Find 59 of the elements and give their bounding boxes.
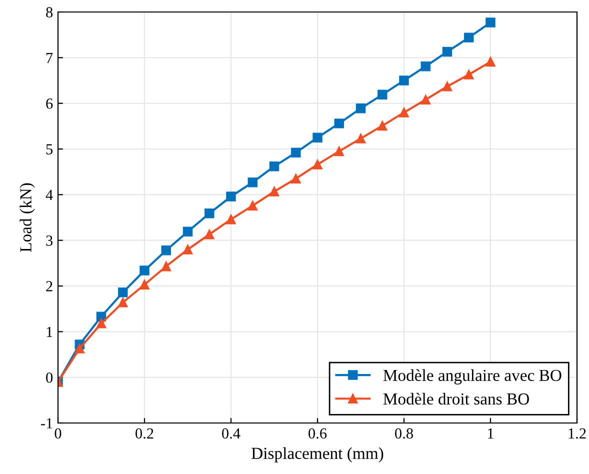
point xyxy=(442,46,452,57)
y-axis-title: Load (kN) xyxy=(20,183,35,252)
point xyxy=(248,177,258,188)
y-tick-label: 6 xyxy=(46,98,53,109)
point xyxy=(378,120,388,131)
point xyxy=(269,186,280,196)
x-axis-title: Displacement (mm) xyxy=(252,447,384,462)
y-tick-label: -1 xyxy=(40,418,52,428)
legend-label: Modèle angulaire avec BO xyxy=(383,369,562,384)
point xyxy=(161,262,171,272)
point xyxy=(118,298,128,308)
point xyxy=(399,76,409,86)
point xyxy=(74,344,84,354)
point xyxy=(291,148,301,158)
y-tick-label: 5 xyxy=(46,144,53,154)
point xyxy=(291,174,301,184)
point xyxy=(356,134,366,144)
point xyxy=(226,192,236,202)
point xyxy=(486,56,496,67)
y-tick-label: 2 xyxy=(46,281,52,292)
point xyxy=(96,318,106,328)
point xyxy=(464,32,474,42)
point xyxy=(140,266,150,276)
point xyxy=(204,230,214,240)
legend-label: Modèle droit sans BO xyxy=(383,392,529,405)
point xyxy=(312,160,322,170)
point xyxy=(356,103,366,114)
x-tick-label: 0.8 xyxy=(395,428,413,439)
point xyxy=(182,244,193,254)
y-tick-label: 1 xyxy=(46,326,52,337)
y-tick-label: 3 xyxy=(46,236,53,246)
point xyxy=(334,118,344,128)
y-tick-label: 8 xyxy=(46,7,53,18)
point xyxy=(118,288,128,298)
point xyxy=(399,108,409,118)
point xyxy=(226,214,236,224)
point xyxy=(442,82,452,92)
y-tick-label: 0 xyxy=(46,372,53,383)
y-tick-label: 7 xyxy=(46,52,53,63)
y-tick-label: 4 xyxy=(46,190,53,200)
point xyxy=(248,200,258,210)
x-tick-label: 0.4 xyxy=(222,428,240,439)
x-tick-label: 1 xyxy=(488,428,494,438)
x-tick-label: 0.6 xyxy=(308,428,327,439)
point xyxy=(486,18,496,28)
point xyxy=(464,70,474,80)
point xyxy=(161,246,171,256)
x-tick-label: 0.2 xyxy=(136,428,154,439)
point xyxy=(312,132,322,142)
point xyxy=(420,94,430,105)
x-tick-label: 0 xyxy=(54,428,62,439)
point xyxy=(269,161,280,172)
point xyxy=(420,61,430,72)
point xyxy=(378,90,388,100)
point xyxy=(204,208,214,218)
point xyxy=(334,146,344,156)
point xyxy=(182,226,193,237)
point xyxy=(140,280,150,290)
x-tick-label: 1.2 xyxy=(568,428,586,439)
